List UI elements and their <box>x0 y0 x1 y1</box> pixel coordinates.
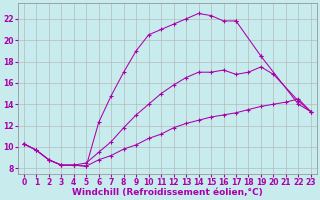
X-axis label: Windchill (Refroidissement éolien,°C): Windchill (Refroidissement éolien,°C) <box>72 188 263 197</box>
